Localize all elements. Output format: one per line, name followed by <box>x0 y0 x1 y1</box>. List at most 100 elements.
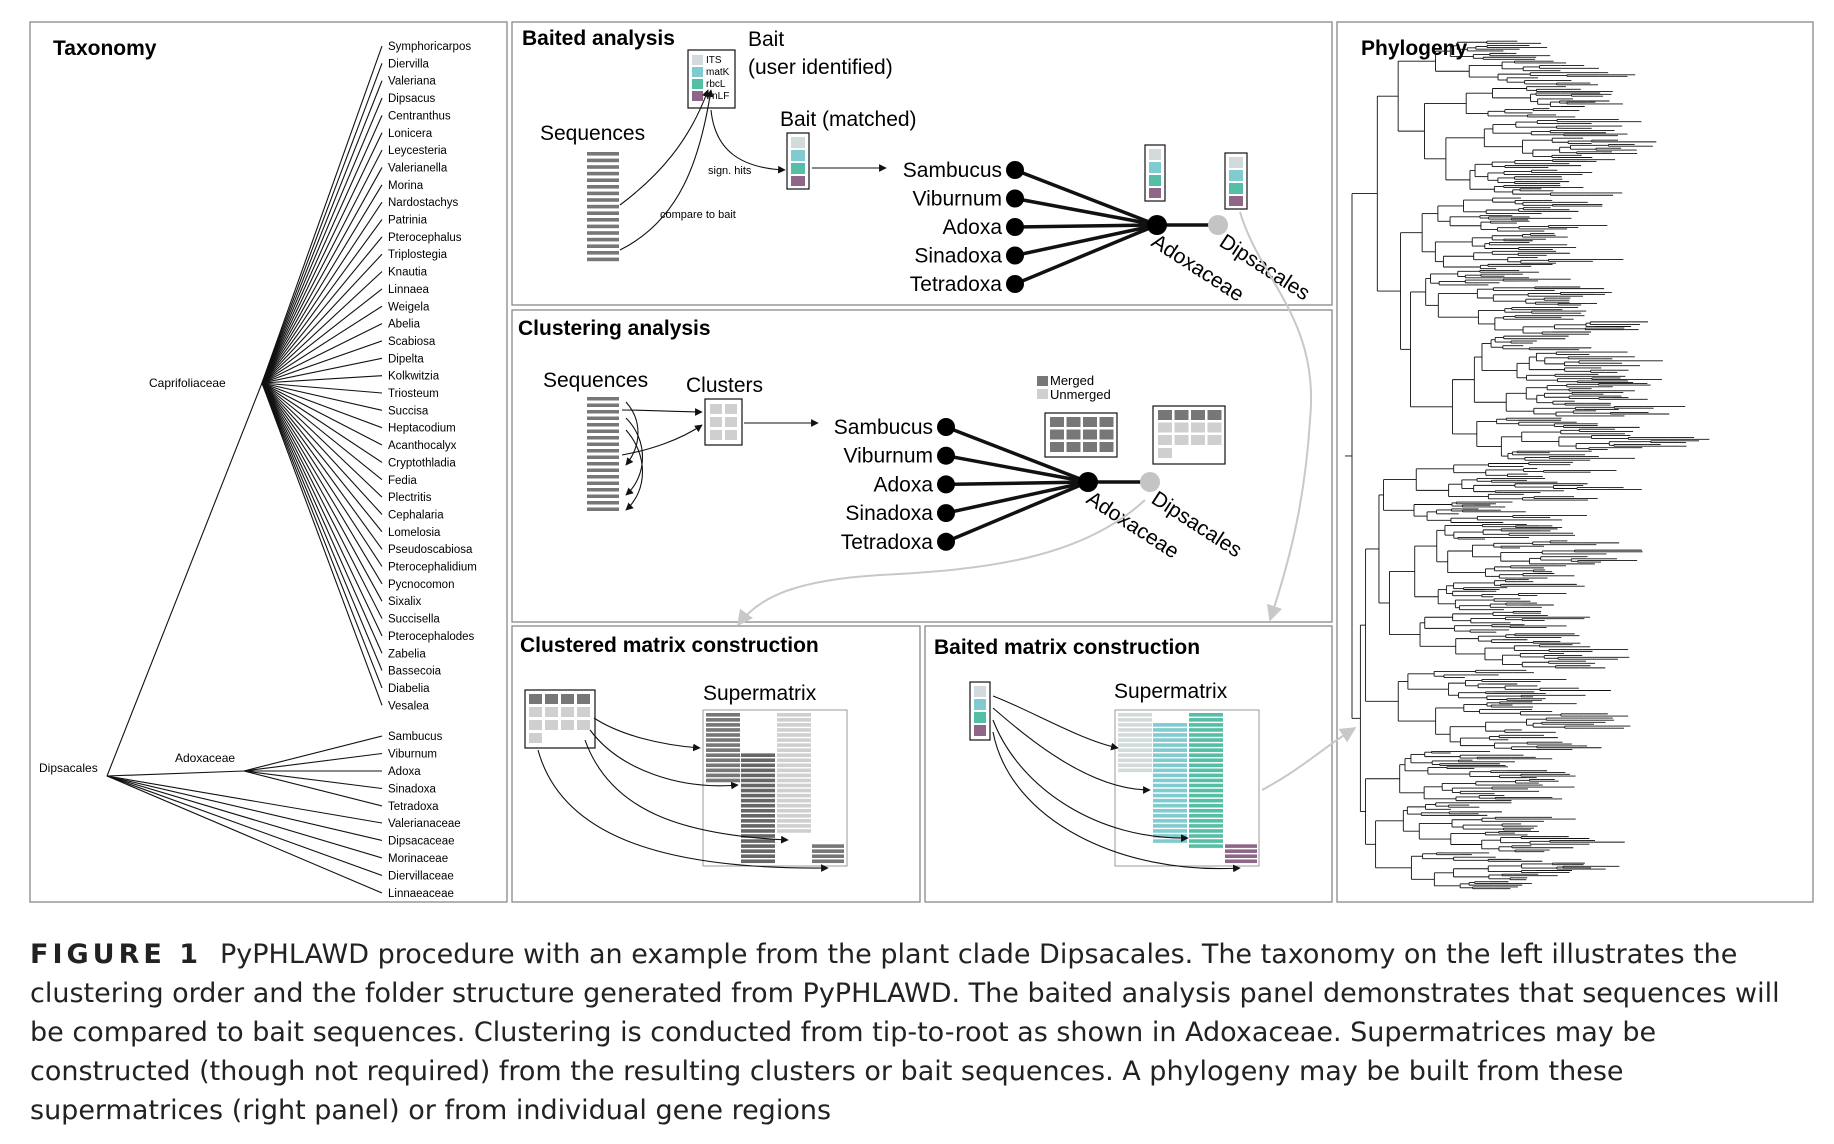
grid-cell <box>1066 442 1081 452</box>
matrix-row <box>1189 713 1223 717</box>
grid-cell <box>1158 435 1172 445</box>
tree-branch <box>1014 223 1158 286</box>
tax-caprifoliaceae-label: Caprifoliaceae <box>149 376 226 390</box>
matrix-row <box>706 763 740 768</box>
tax-branch <box>261 382 383 515</box>
grid-cell <box>1174 422 1189 433</box>
matrix-row <box>1153 834 1187 838</box>
matrix-row <box>1118 723 1152 727</box>
matrix-row <box>706 723 740 727</box>
matrix-row <box>1118 743 1152 747</box>
matrix-row <box>741 814 775 818</box>
tax-branch <box>261 63 383 384</box>
matrix-row <box>741 773 775 778</box>
matrix-row <box>777 723 811 727</box>
sequence-bar <box>587 416 619 420</box>
grid-cell <box>1099 442 1114 452</box>
tax-branch <box>261 149 383 384</box>
matrix-row <box>741 859 775 864</box>
matrix-row <box>1118 763 1152 768</box>
clustering-sequence-stack <box>587 397 619 511</box>
matrix-row <box>777 803 811 808</box>
tax-branch <box>261 382 383 550</box>
matrix-row <box>741 829 775 833</box>
phylogeny-tree <box>1345 40 1710 890</box>
matrix-row <box>741 839 775 843</box>
matrix-row <box>741 844 775 848</box>
tax-tip-label: Dipsacus <box>388 93 436 105</box>
matrix-row <box>706 773 740 778</box>
tax-branch-caprifoliaceae <box>106 382 263 777</box>
tax-branch <box>261 382 383 602</box>
bait-matched-box <box>786 132 810 190</box>
taxonomy-tip-labels: Symphoricarpos Diervilla Valeriana Dipsacus… <box>388 41 477 900</box>
tax-tip-label: Fedia <box>388 475 417 487</box>
tax-branch <box>261 382 383 481</box>
tax-tip-label: Morina <box>388 180 424 192</box>
taxonomy-panel <box>29 21 508 903</box>
tax-tip-label: Triosteum <box>388 388 439 400</box>
tip-node <box>1006 218 1024 236</box>
sequence-bar <box>587 218 619 222</box>
matrix-row <box>706 748 740 752</box>
matrix-row <box>741 849 775 853</box>
tip-node <box>937 532 955 551</box>
baited-supermatrix-label: Supermatrix <box>1114 680 1228 703</box>
tax-branch <box>261 382 383 585</box>
grid-cell <box>1050 429 1064 440</box>
grid-cell <box>561 707 574 717</box>
sequence-bar <box>587 165 619 169</box>
tax-tip-label: Knautia <box>388 267 428 279</box>
matrix-row <box>706 718 740 722</box>
sequence-bar <box>587 198 619 202</box>
grid-cell <box>1191 435 1205 445</box>
matrix-row <box>777 814 811 818</box>
tax-branch <box>261 382 383 446</box>
clustered-supermatrix-label: Supermatrix <box>703 682 817 705</box>
bait-gene-rbcl: rbcL <box>706 79 726 90</box>
clustering-arrows <box>621 401 819 511</box>
tip-label: Viburnum <box>844 445 934 468</box>
tax-branch <box>261 184 383 384</box>
tax-branch <box>261 167 383 384</box>
baited-matrix-arrows <box>992 695 1241 873</box>
grid-cell <box>1099 429 1114 440</box>
tax-tip-label: Valerianaceae <box>388 818 461 830</box>
matrix-row <box>1189 768 1223 773</box>
grid-cell <box>1174 410 1189 420</box>
matrix-row <box>1118 733 1152 737</box>
tax-tip-label: Heptacodium <box>388 423 456 435</box>
tax-branch <box>261 271 383 384</box>
tax-tip-label: Sixalix <box>388 596 421 608</box>
matrix-row <box>1189 773 1223 778</box>
grid-cell <box>1083 429 1097 440</box>
compare-to-bait-label: compare to bait <box>660 209 736 221</box>
clusters-label: Clusters <box>686 374 763 397</box>
grid-cell <box>529 694 542 704</box>
matrix-row <box>1189 763 1223 768</box>
sequence-bar <box>587 410 619 414</box>
grid-cell <box>545 720 558 730</box>
tax-branch <box>261 382 383 654</box>
bait-trnlf-swatch <box>692 91 703 101</box>
tax-tip-label: Weigela <box>388 301 430 313</box>
matrix-row <box>741 854 775 858</box>
matrix-row <box>777 743 811 747</box>
matrix-row <box>777 808 811 813</box>
tax-branch <box>261 375 383 384</box>
grid-cell <box>529 707 542 717</box>
matrix-row <box>1118 768 1152 773</box>
tax-tip-label: Pseudoscabiosa <box>388 544 473 556</box>
clustered-matrix-panel <box>511 625 921 903</box>
taxonomy-title: Taxonomy <box>53 37 157 60</box>
sequence-bar <box>587 475 619 479</box>
tip-node <box>937 504 955 523</box>
sequence-bar <box>587 449 619 453</box>
matrix-row <box>706 713 740 717</box>
tax-tip-label: Vesalea <box>388 700 430 712</box>
matrix-row <box>741 763 775 768</box>
clustered-matrix-arrows <box>537 717 829 872</box>
tip-label: Tetradoxa <box>910 273 1003 296</box>
sequence-bar <box>587 257 619 262</box>
tax-branch <box>261 115 383 384</box>
